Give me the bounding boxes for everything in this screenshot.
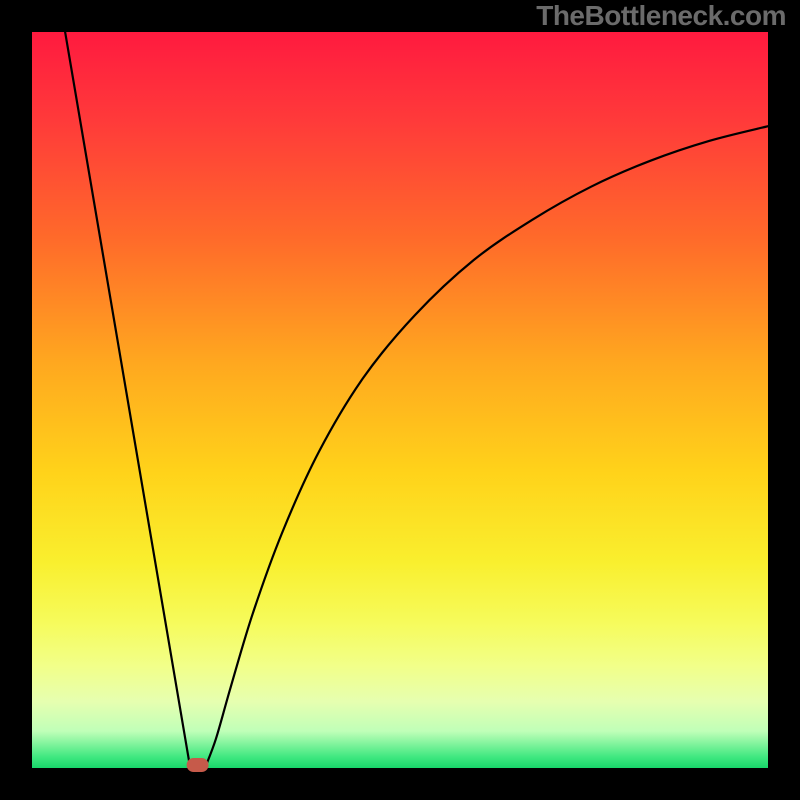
bottleneck-chart — [0, 0, 800, 800]
watermark-text: TheBottleneck.com — [536, 0, 786, 32]
plot-area — [32, 32, 768, 768]
optimum-marker — [187, 758, 209, 772]
